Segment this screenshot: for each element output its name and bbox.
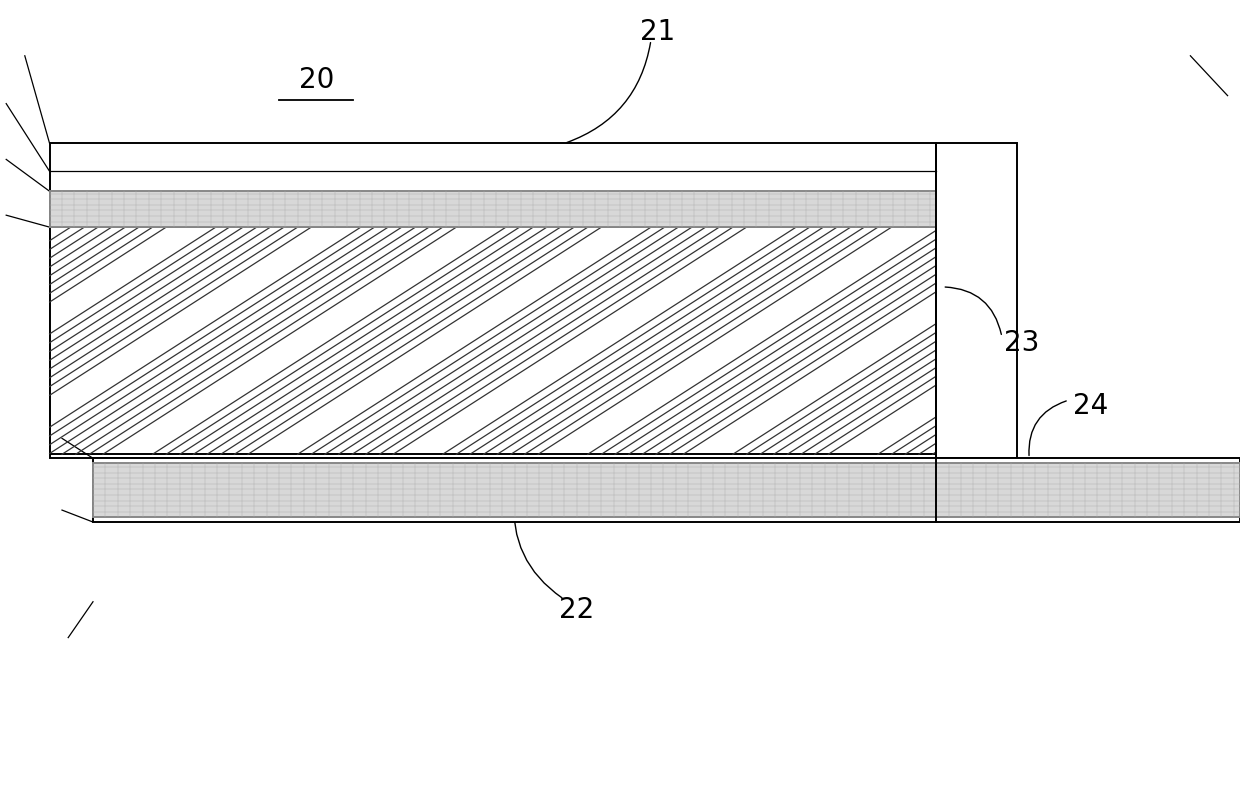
Bar xyxy=(936,143,1017,458)
Bar xyxy=(50,227,936,454)
Bar xyxy=(50,191,936,227)
Text: 21: 21 xyxy=(640,18,675,46)
Bar xyxy=(93,458,1240,522)
Text: 20: 20 xyxy=(299,65,334,94)
Text: 22: 22 xyxy=(559,595,594,624)
Bar xyxy=(93,463,1240,517)
Text: 24: 24 xyxy=(1073,392,1107,421)
Bar xyxy=(50,143,936,458)
Text: 23: 23 xyxy=(1004,328,1040,357)
